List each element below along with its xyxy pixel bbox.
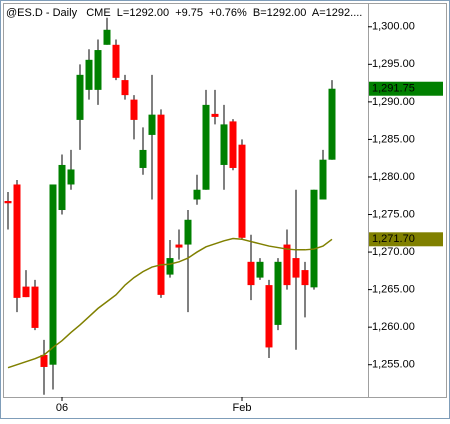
candle-body xyxy=(319,159,327,200)
moving-average xyxy=(7,237,333,369)
candle-body xyxy=(265,285,273,348)
candle-body xyxy=(202,104,210,190)
y-tick-label: 1,270.00 xyxy=(372,246,415,258)
candle-body xyxy=(166,258,174,275)
candle-body xyxy=(283,244,291,286)
last-price-label: 1,291.75 xyxy=(372,83,415,95)
y-tick-label: 1,275.00 xyxy=(372,208,415,220)
candle-body xyxy=(229,121,237,168)
y-tick-label: 1,295.00 xyxy=(372,58,415,70)
candle-body xyxy=(328,88,336,160)
candle-body xyxy=(103,29,111,45)
y-tick-label: 1,285.00 xyxy=(372,133,415,145)
candle-body xyxy=(31,286,39,328)
y-tick-label: 1,300.00 xyxy=(372,21,415,33)
y-tick-label: 1,290.00 xyxy=(372,96,415,108)
candle-body xyxy=(148,114,156,135)
candle-body xyxy=(130,99,138,120)
candle-body xyxy=(256,261,264,278)
candle-body xyxy=(238,144,246,238)
candle-body xyxy=(58,164,66,211)
candle-body xyxy=(184,219,192,245)
candle-body xyxy=(94,50,102,90)
candle-body xyxy=(112,44,120,78)
candle-body xyxy=(301,270,309,286)
candle-body xyxy=(292,258,300,278)
candle-body xyxy=(310,189,318,288)
x-tick-label: Feb xyxy=(233,402,252,414)
y-tick-label: 1,265.00 xyxy=(372,284,415,296)
x-tick-label: 06 xyxy=(56,402,68,414)
ma-label-box xyxy=(369,232,443,247)
candle-body xyxy=(175,244,183,248)
candle-body xyxy=(4,201,12,204)
y-tick-label: 1,260.00 xyxy=(372,321,415,333)
y-tick-label: 1,280.00 xyxy=(372,171,415,183)
candle-body xyxy=(40,354,48,367)
candle-body xyxy=(13,184,21,298)
plot-frame xyxy=(3,3,447,398)
candle-body xyxy=(211,113,219,117)
candle-body xyxy=(220,124,228,165)
candle-body xyxy=(121,80,129,96)
candle-body xyxy=(247,261,255,286)
candle-body xyxy=(274,261,282,325)
candle-body xyxy=(157,114,165,295)
candle-body xyxy=(76,74,84,120)
header-bg xyxy=(4,4,368,20)
ma-label: 1,271.70 xyxy=(372,233,415,245)
candle-body xyxy=(85,59,93,90)
candle-body xyxy=(22,286,30,298)
candle-body xyxy=(193,189,201,200)
last-price-label-box xyxy=(369,81,443,96)
y-tick-label: 1,255.00 xyxy=(372,359,415,371)
candle-body xyxy=(49,184,57,365)
chart-title: @ES.D - Daily CME L=1292.00 +9.75 +0.76%… xyxy=(6,7,362,19)
candle-body xyxy=(67,169,75,185)
candle-body xyxy=(139,149,147,168)
